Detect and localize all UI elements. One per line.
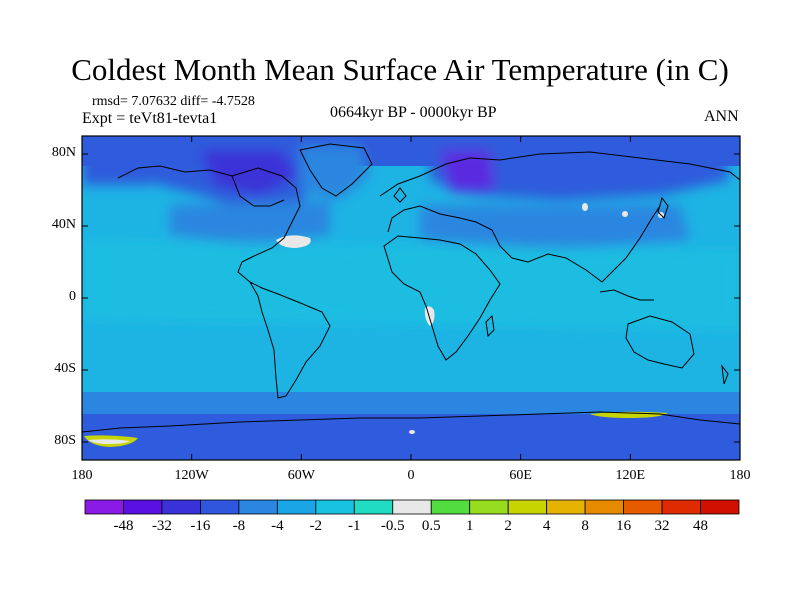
antarctic-near-zero-patch xyxy=(88,439,130,444)
stats-label: rmsd= 7.07632 diff= -4.7528 xyxy=(92,94,255,109)
colorbar-label: 1 xyxy=(465,518,474,534)
colorbar-swatch xyxy=(392,499,432,515)
british-isles-coast xyxy=(393,187,407,203)
period-label: 0664kyr BP - 0000kyr BP xyxy=(330,104,497,121)
colorbar-label: 8 xyxy=(581,518,589,534)
australia-coast xyxy=(625,315,695,369)
antarctic-band xyxy=(82,414,740,460)
scandinavia-very-cold xyxy=(440,150,495,192)
colorbar-swatch xyxy=(238,499,278,515)
colorbar-swatch xyxy=(507,499,548,515)
lon-tick-label: 180 xyxy=(71,468,93,483)
alaska-cold xyxy=(82,150,150,185)
colorbar-swatch xyxy=(123,499,163,515)
colorbar-swatch xyxy=(546,499,586,515)
indonesia-coast xyxy=(599,289,654,301)
colorbar-swatch xyxy=(469,499,509,515)
north-atlantic-region xyxy=(300,145,370,200)
lon-tick-label: 180 xyxy=(729,468,751,483)
colorbar-label: -16 xyxy=(190,518,211,534)
new-zealand-coast xyxy=(721,364,729,385)
japan-coast xyxy=(657,196,669,219)
tibet-patch xyxy=(582,203,588,211)
eurasia-south-coast xyxy=(387,205,661,283)
hudson-bay-coast xyxy=(231,175,285,207)
colorbar-swatch xyxy=(276,499,317,515)
africa-coast xyxy=(383,235,501,361)
colorbar-label: 32 xyxy=(654,518,670,534)
colorbar-swatch xyxy=(700,499,740,515)
colorbar-swatch xyxy=(161,499,201,515)
colorbar-swatch xyxy=(584,499,624,515)
colorbar-label: -32 xyxy=(151,518,172,534)
colorbar-swatch xyxy=(430,499,471,515)
antarctica-coast xyxy=(82,411,740,433)
season-label: ANN xyxy=(704,108,739,125)
axis-ticks xyxy=(81,136,741,460)
north-america-coast xyxy=(117,165,301,283)
colorbar-label: 4 xyxy=(542,518,551,534)
north-america-very-cold xyxy=(200,150,300,195)
eurasia-north-coast xyxy=(379,151,740,197)
greenland-coast xyxy=(299,143,373,197)
colorbar-label: -0.5 xyxy=(380,518,405,534)
colorbar-swatch xyxy=(84,499,124,515)
colorbar-swatch xyxy=(315,499,355,515)
colorbar-label: -48 xyxy=(113,518,134,534)
colorbar-label: 0.5 xyxy=(421,518,441,534)
midlat-belt-west xyxy=(170,200,330,245)
lon-tick-label: 120E xyxy=(615,468,646,483)
lon-tick-label: 60W xyxy=(287,468,315,483)
experiment-label: Expt = teVt81-tevta1 xyxy=(82,110,218,127)
colorbar-swatch xyxy=(661,499,701,515)
lon-tick-label: 60E xyxy=(509,468,532,483)
colorbar-label: -1 xyxy=(348,518,361,534)
tropical-band xyxy=(82,240,740,330)
colorbar-swatch xyxy=(623,499,663,515)
eurasia-cold xyxy=(430,140,730,200)
colorbar-swatch xyxy=(200,499,240,515)
madagascar-coast xyxy=(485,314,495,338)
lat-tick-label: 40N xyxy=(51,217,76,232)
colorbar xyxy=(84,499,740,515)
lat-tick-label: 80N xyxy=(51,145,76,160)
china-patch xyxy=(622,211,628,217)
antarctic-small-patch xyxy=(409,430,415,434)
lat-tick-label: 80S xyxy=(54,433,76,448)
colorbar-label: 2 xyxy=(504,518,512,534)
gulf-anomaly xyxy=(276,235,311,248)
lat-tick-label: 0 xyxy=(69,289,76,304)
midlat-belt-east xyxy=(420,205,690,250)
colorbar-label: 16 xyxy=(616,518,632,534)
page-title: Coldest Month Mean Surface Air Temperatu… xyxy=(71,52,729,87)
colorbar-label: -8 xyxy=(232,518,246,534)
temperature-field xyxy=(82,136,740,460)
colorbar-swatch xyxy=(353,499,394,515)
colorbar-label: -2 xyxy=(309,518,323,534)
south-america-coast xyxy=(248,280,331,399)
colorbar-label: 48 xyxy=(693,518,709,534)
colorbar-label: -4 xyxy=(271,518,284,534)
lat-tick-label: 40S xyxy=(54,361,76,376)
coastlines xyxy=(82,143,740,433)
lon-tick-label: 120W xyxy=(174,468,209,483)
lon-tick-label: 0 xyxy=(407,468,415,483)
